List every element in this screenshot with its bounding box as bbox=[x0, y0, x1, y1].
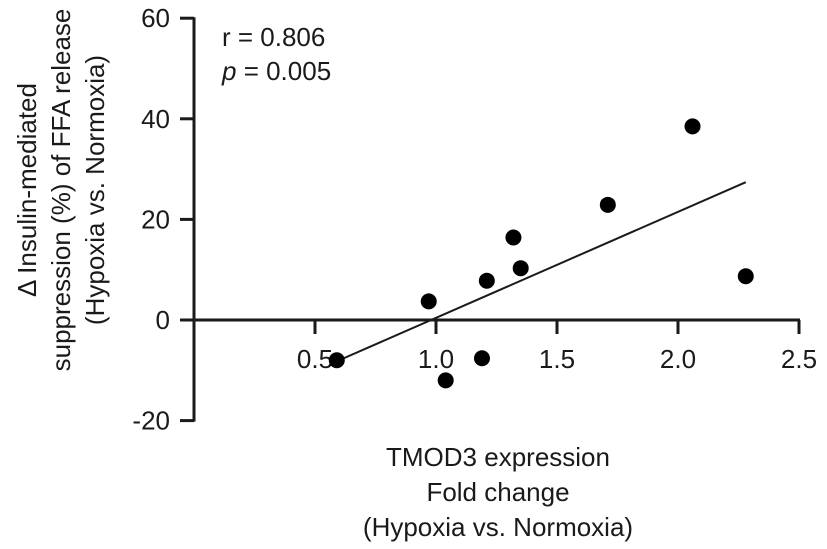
x-tick-label: 1.0 bbox=[418, 344, 454, 374]
data-point bbox=[420, 293, 437, 310]
x-tick-label: 1.5 bbox=[539, 344, 575, 374]
x-axis-title-line-3: (Hypoxia vs. Normoxia) bbox=[363, 512, 633, 542]
data-point bbox=[437, 372, 454, 389]
data-point bbox=[599, 196, 616, 213]
axis-ticks bbox=[180, 16, 801, 423]
data-point bbox=[473, 350, 490, 367]
x-axis-title: TMOD3 expression Fold change (Hypoxia vs… bbox=[363, 442, 633, 542]
p-symbol: p bbox=[221, 56, 236, 86]
y-tick-label: -20 bbox=[132, 406, 170, 436]
y-tick-labels: -20 0 20 40 60 bbox=[132, 3, 170, 435]
y-tick-label: 20 bbox=[141, 204, 170, 234]
y-axis-title-line-3: (Hypoxia vs. Normoxia) bbox=[80, 55, 110, 325]
p-value-text: = 0.005 bbox=[236, 56, 331, 86]
data-point bbox=[328, 352, 345, 369]
p-value-annotation: p = 0.005 bbox=[221, 56, 331, 86]
x-tick-labels: 0.5 1.0 1.5 2.0 2.5 bbox=[297, 344, 817, 374]
x-tick-label: 0.5 bbox=[297, 344, 333, 374]
x-tick-label: 2.5 bbox=[781, 344, 817, 374]
y-tick-label: 40 bbox=[141, 104, 170, 134]
data-point bbox=[478, 272, 495, 289]
y-tick-label: 0 bbox=[156, 305, 170, 335]
y-axis-title-line-1: Δ Insulin-mediated bbox=[12, 83, 42, 297]
y-tick-label: 60 bbox=[141, 3, 170, 33]
data-point bbox=[684, 118, 701, 135]
x-axis-title-line-1: TMOD3 expression bbox=[386, 442, 610, 472]
data-point bbox=[505, 229, 522, 246]
data-point bbox=[512, 260, 529, 277]
y-axis-title-line-2: suppression (%) of FFA release bbox=[46, 9, 76, 372]
data-point bbox=[737, 268, 754, 285]
correlation-r-annotation: r = 0.806 bbox=[222, 22, 325, 52]
data-points bbox=[328, 118, 754, 389]
x-tick-label: 2.0 bbox=[660, 344, 696, 374]
y-axis-title: Δ Insulin-mediated suppression (%) of FF… bbox=[12, 9, 110, 372]
x-axis-title-line-2: Fold change bbox=[426, 477, 569, 507]
regression-line bbox=[338, 181, 747, 362]
